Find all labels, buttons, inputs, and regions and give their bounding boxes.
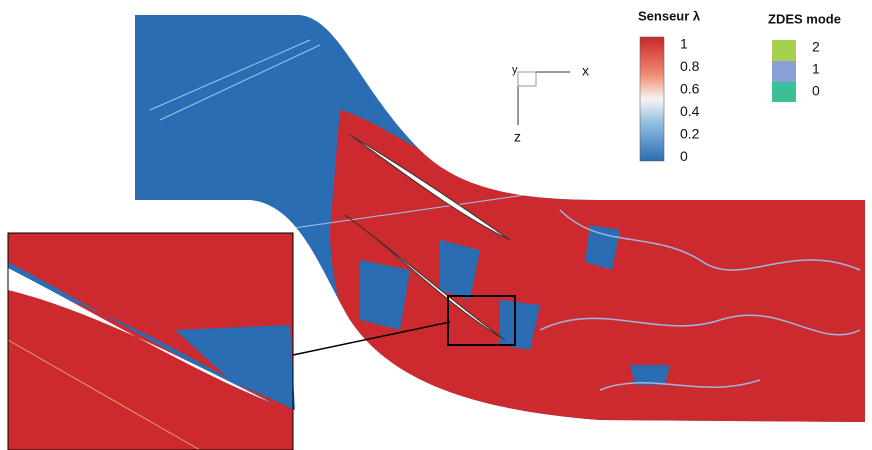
axis-z: z bbox=[514, 129, 521, 145]
legend-title: Senseur λ bbox=[638, 8, 701, 23]
mode-legend: ZDES mode 2 1 0 bbox=[768, 11, 841, 102]
axis-y: y bbox=[512, 64, 518, 76]
flow-domain bbox=[135, 15, 865, 422]
inset bbox=[7, 232, 516, 450]
legend-label: 2 bbox=[812, 39, 820, 55]
axis-x: x bbox=[582, 63, 589, 79]
sensor-legend: Senseur λ 1 0.8 0.6 0.4 0.2 0 bbox=[638, 8, 701, 164]
axis-triad: x y z bbox=[512, 63, 589, 145]
legend-label: 0.6 bbox=[680, 81, 700, 97]
legend-label: 0.8 bbox=[680, 58, 700, 74]
legend-label: 0 bbox=[680, 148, 688, 164]
legend-label: 1 bbox=[812, 61, 820, 77]
legend-label: 1 bbox=[680, 36, 688, 52]
legend-label: 0.2 bbox=[680, 126, 700, 142]
legend-title: ZDES mode bbox=[768, 11, 841, 26]
legend-label: 0 bbox=[812, 83, 820, 99]
legend-label: 0.4 bbox=[680, 103, 700, 119]
